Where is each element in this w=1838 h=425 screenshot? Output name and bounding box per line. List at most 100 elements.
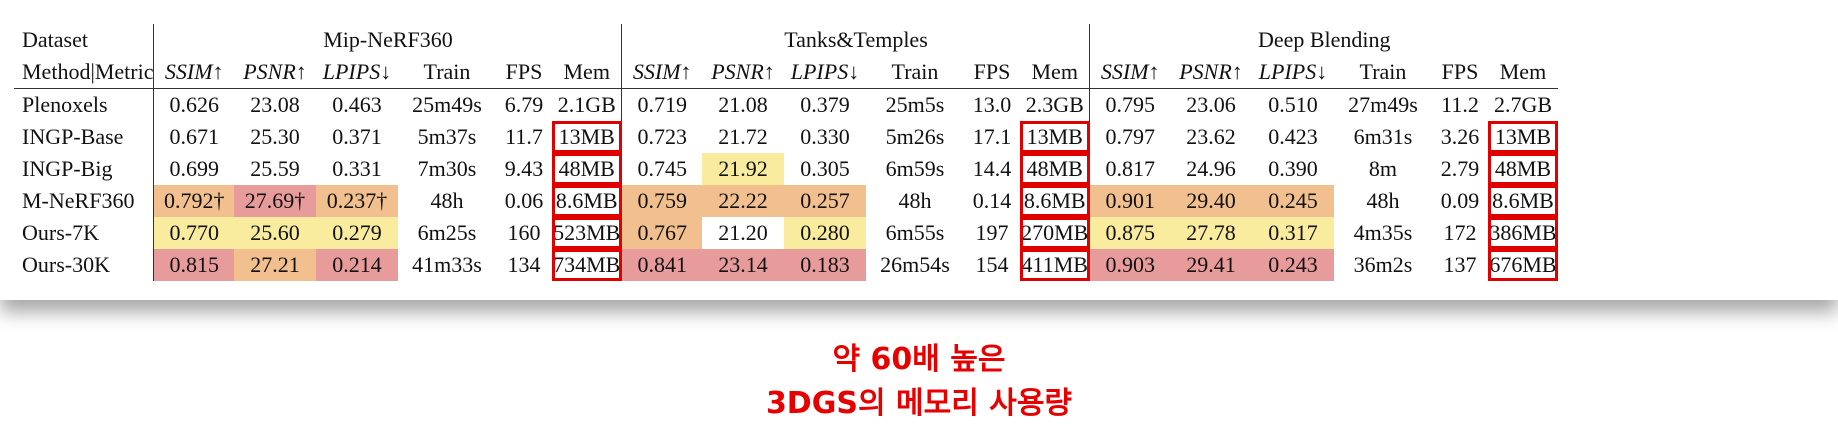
mem-cell: 48MB xyxy=(1487,153,1558,185)
table-row: M-NeRF360 0.792† 27.69† 0.237† 48h 0.06 8.6MB 0… xyxy=(14,185,1558,217)
table-cell: 22.22 xyxy=(701,185,784,217)
table-cell: 0.745 xyxy=(621,153,702,185)
table-cell: 17.1 xyxy=(972,124,1012,149)
table-cell: 0.719 xyxy=(621,88,702,121)
table-cell: 160 xyxy=(507,220,541,245)
method-name: INGP-Big xyxy=(22,156,113,181)
table-cell: 23.62 xyxy=(1186,124,1236,149)
table-cell: 23.08 xyxy=(233,88,316,121)
table-cell: 25m5s xyxy=(865,88,964,121)
table-cell: 14.4 xyxy=(972,156,1012,181)
table-cell: 0.183 xyxy=(783,249,866,281)
table-cell: 0.09 xyxy=(1440,188,1480,213)
table-cell: 23.06 xyxy=(1169,88,1252,121)
table-cell: 0.423 xyxy=(1268,124,1318,149)
table-cell: 0.626 xyxy=(153,88,234,121)
col-header-fps: FPS xyxy=(505,59,543,84)
table-cell: 7m30s xyxy=(417,156,477,181)
table-cell: 0.379 xyxy=(783,88,866,121)
table-cell: 154 xyxy=(975,252,1009,277)
table-cell: 6m59s xyxy=(885,156,945,181)
table-cell: 0.06 xyxy=(504,188,544,213)
table-cell: 25.60 xyxy=(233,217,316,249)
table-cell: 0.305 xyxy=(800,156,850,181)
table-body: Plenoxels 0.626 23.08 0.463 25m49s 6.79 2.1GB 0… xyxy=(14,88,1558,281)
table-cell: 0.671 xyxy=(153,121,234,153)
col-header-mem: Mem xyxy=(1031,59,1078,84)
col-header-fps: FPS xyxy=(1441,59,1479,84)
dataset-label: Dataset xyxy=(22,27,88,52)
mem-cell: 411MB xyxy=(1019,249,1090,281)
table-cell: 9.43 xyxy=(504,156,544,181)
table-cell: 0.901 xyxy=(1089,185,1170,217)
col-header-mem: Mem xyxy=(563,59,610,84)
table-cell: 27m49s xyxy=(1333,88,1432,121)
table-cell: 3.26 xyxy=(1440,124,1480,149)
table-cell: 0.237† xyxy=(315,185,398,217)
table-cell: 0.875 xyxy=(1089,217,1170,249)
metric-header-row: Method|Metric SSIM↑ PSNR↑ LPIPS↓ Train F… xyxy=(14,56,1558,89)
table-cell: 5m37s xyxy=(417,124,477,149)
table-cell: 6m55s xyxy=(885,220,945,245)
table-cell: 6m25s xyxy=(417,220,477,245)
table-cell: 13.0 xyxy=(963,88,1020,121)
mem-cell: 2.3GB xyxy=(1019,88,1090,121)
table-cell: 8m xyxy=(1368,156,1398,181)
table-cell: 0.795 xyxy=(1089,88,1170,121)
table-row: INGP-Base 0.671 25.30 0.371 5m37s 11.7 13MB 0.7… xyxy=(14,121,1558,153)
table-cell: 29.40 xyxy=(1169,185,1252,217)
method-name: Ours-7K xyxy=(22,220,99,245)
mem-cell: 676MB xyxy=(1487,249,1558,281)
annotation-line-2: 3DGS의 메모리 사용량 xyxy=(765,386,1073,421)
table-cell: 27.21 xyxy=(233,249,316,281)
table-cell: 0.817 xyxy=(1089,153,1170,185)
table-cell: 48h xyxy=(898,188,932,213)
mem-cell: 13MB xyxy=(1487,121,1558,153)
table-cell: 0.14 xyxy=(972,188,1012,213)
table-cell: 21.72 xyxy=(718,124,768,149)
col-header-train: Train xyxy=(1359,59,1407,84)
table-cell: 4m35s xyxy=(1353,220,1413,245)
table-cell: 0.792† xyxy=(153,185,234,217)
table-cell: 5m26s xyxy=(885,124,945,149)
table-cell: 197 xyxy=(975,220,1009,245)
mem-cell: 48MB xyxy=(551,153,622,185)
table-cell: 0.280 xyxy=(783,217,866,249)
table-cell: 21.08 xyxy=(701,88,784,121)
table-cell: 0.214 xyxy=(315,249,398,281)
table-cell: 41m33s xyxy=(412,252,482,277)
col-header-psnr: PSNR↑ xyxy=(711,59,775,84)
col-header-train: Train xyxy=(423,59,471,84)
table-cell: 2.79 xyxy=(1440,156,1480,181)
mem-cell: 734MB xyxy=(551,249,622,281)
group-header-row: Dataset Mip-NeRF360 Tanks&Temples Deep B… xyxy=(14,24,1558,56)
table-cell: 21.20 xyxy=(718,220,768,245)
table-cell: 27.78 xyxy=(1169,217,1252,249)
table-cell: 11.7 xyxy=(505,124,543,149)
table-cell: 0.330 xyxy=(800,124,850,149)
group-header-deep-blending: Deep Blending xyxy=(1089,24,1558,56)
mem-cell: 2.7GB xyxy=(1487,88,1558,121)
group-header-mipnerf360: Mip-NeRF360 xyxy=(153,24,622,56)
table-cell: 0.699 xyxy=(153,153,234,185)
mem-cell: 8.6MB xyxy=(551,185,622,217)
method-metric-label: Method|Metric xyxy=(22,59,154,84)
results-table: Dataset Mip-NeRF360 Tanks&Temples Deep B… xyxy=(14,24,1558,281)
table-cell: 21.92 xyxy=(701,153,784,185)
table-cell: 0.279 xyxy=(315,217,398,249)
mem-cell: 8.6MB xyxy=(1487,185,1558,217)
table-cell: 23.14 xyxy=(701,249,784,281)
table-cell: 0.317 xyxy=(1251,217,1334,249)
col-header-train: Train xyxy=(891,59,939,84)
table-cell: 6m31s xyxy=(1353,124,1413,149)
table-cell: 0.759 xyxy=(621,185,702,217)
col-header-psnr: PSNR↑ xyxy=(1179,59,1243,84)
table-cell: 0.257 xyxy=(783,185,866,217)
method-name: Plenoxels xyxy=(14,88,154,121)
mem-cell: 8.6MB xyxy=(1019,185,1090,217)
col-header-ssim: SSIM↑ xyxy=(621,56,702,89)
table-cell: 11.2 xyxy=(1431,88,1488,121)
table-cell: 0.797 xyxy=(1089,121,1170,153)
mem-cell: 13MB xyxy=(1019,121,1090,153)
table-cell: 29.41 xyxy=(1169,249,1252,281)
